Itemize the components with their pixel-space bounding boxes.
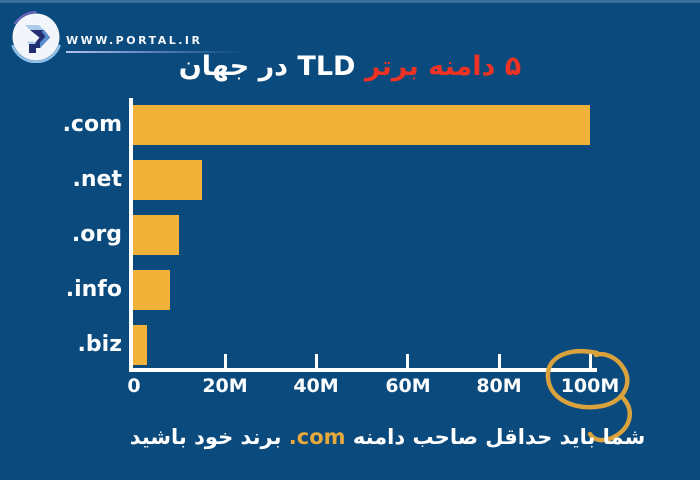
- x-axis-line: [129, 368, 597, 372]
- footer-domain: .com: [288, 425, 346, 449]
- annotation-tail: [587, 395, 632, 443]
- footer-part2: برند خود باشید: [129, 425, 282, 449]
- x-tick-label-40m: 40M: [293, 375, 339, 397]
- bar-chart: .com .net .org .info .biz 0 20M 40M 60M …: [0, 3, 700, 480]
- brand-block: WWW.PORTAL.IR: [66, 29, 244, 53]
- category-label-biz: .biz: [77, 332, 122, 357]
- highlight-circle-annotation: [545, 348, 632, 443]
- logo-circle: [12, 13, 60, 61]
- annotation-ellipse: [545, 348, 630, 410]
- brand-underline: [66, 51, 244, 53]
- footer-part1: شما باید حداقل صاحب دامنه: [352, 425, 646, 449]
- category-label-net: .net: [72, 167, 122, 192]
- footer-text: شما باید حداقل صاحب دامنه .com برند خود …: [85, 425, 690, 449]
- y-axis-line: [129, 98, 133, 372]
- title-highlight: ۵ دامنه برتر: [364, 51, 522, 82]
- bar-org: [133, 215, 179, 255]
- x-tick-label-0: 0: [127, 375, 141, 397]
- x-tick-100m: [589, 354, 592, 368]
- category-label-info: .info: [65, 277, 122, 302]
- logo-crescent-arc: [10, 11, 62, 63]
- brand-url: WWW.PORTAL.IR: [66, 34, 203, 47]
- title-rest: TLD در جهان: [178, 51, 356, 82]
- portal-logo: [10, 11, 62, 63]
- x-tick-60m: [406, 354, 409, 368]
- x-tick-label-100m: 100M: [560, 375, 620, 397]
- category-label-com: .com: [62, 112, 122, 137]
- x-tick-80m: [498, 354, 501, 368]
- bar-info: [133, 270, 170, 310]
- bar-com: [133, 105, 590, 145]
- logo-arrow-glyph: [25, 25, 50, 53]
- infographic-canvas: WWW.PORTAL.IR ۵ دامنه برتر TLD در جهان .…: [0, 3, 700, 480]
- category-label-org: .org: [71, 222, 122, 247]
- x-tick-label-20m: 20M: [202, 375, 248, 397]
- page-title: ۵ دامنه برتر TLD در جهان: [0, 49, 700, 84]
- bar-net: [133, 160, 202, 200]
- x-tick-20m: [224, 354, 227, 368]
- x-tick-label-60m: 60M: [385, 375, 431, 397]
- bar-biz: [133, 325, 147, 365]
- x-tick-40m: [315, 354, 318, 368]
- logo-purple-arc: [10, 11, 62, 63]
- x-tick-label-80m: 80M: [476, 375, 522, 397]
